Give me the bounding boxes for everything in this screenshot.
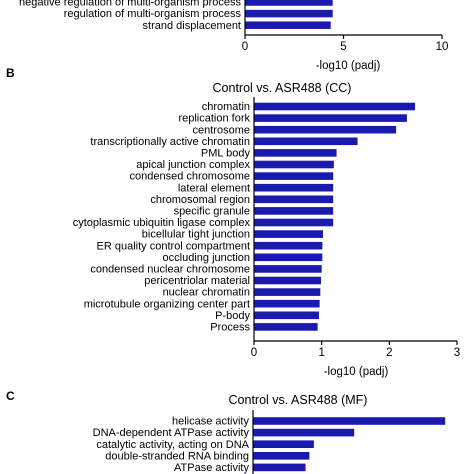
x-tick-label: 3 bbox=[454, 347, 460, 359]
bar bbox=[254, 299, 320, 308]
category-label: regulation of multi-organism process bbox=[64, 8, 242, 20]
category-label: nuclear chromatin bbox=[163, 287, 250, 299]
category-label: catalytic activity, acting on DNA bbox=[96, 439, 249, 451]
bar bbox=[254, 323, 318, 331]
category-label: bicellular tight junction bbox=[142, 229, 250, 241]
bar bbox=[254, 125, 397, 134]
bar bbox=[254, 183, 334, 192]
category-label: chromosomal region bbox=[150, 194, 250, 206]
panel-c: C Control vs. ASR488 (MF) helicase activ… bbox=[6, 389, 446, 474]
category-label: cytoplasmic ubiquitin ligase complex bbox=[73, 217, 251, 229]
bar bbox=[245, 21, 331, 29]
x-tick-label: 0 bbox=[242, 41, 248, 53]
bar bbox=[254, 253, 323, 262]
bar bbox=[254, 207, 334, 215]
panel-b: B Control vs. ASR488 (CC) chromatinrepli… bbox=[6, 66, 460, 378]
x-tick-label: 10 bbox=[436, 41, 449, 53]
bar bbox=[253, 428, 355, 437]
category-label: transcriptionally active chromatin bbox=[90, 136, 250, 148]
panel-a-category-labels: negative regulation of multi-organism pr… bbox=[19, 0, 241, 32]
bar bbox=[254, 311, 319, 320]
category-label: lateral element bbox=[178, 182, 250, 194]
panel-b-title: Control vs. ASR488 (CC) bbox=[213, 81, 352, 95]
category-label: Process bbox=[210, 322, 250, 334]
category-label: double-stranded RNA binding bbox=[105, 450, 249, 462]
bar bbox=[254, 288, 321, 296]
bar bbox=[254, 149, 337, 157]
bar bbox=[253, 463, 306, 472]
bar bbox=[254, 114, 407, 122]
bar bbox=[254, 160, 334, 169]
category-label: apical junction complex bbox=[136, 159, 250, 171]
bar bbox=[254, 218, 334, 227]
bar bbox=[253, 417, 446, 425]
category-label: condensed chromosome bbox=[130, 171, 250, 183]
panel-b-x-axis-label: -log10 (padj) bbox=[324, 366, 389, 378]
category-label: condensed nuclear chromosome bbox=[90, 264, 250, 276]
bar bbox=[254, 102, 416, 111]
category-label: P-body bbox=[215, 310, 250, 322]
panel-c-title: Control vs. ASR488 (MF) bbox=[229, 393, 368, 407]
bar bbox=[254, 137, 358, 146]
x-tick-label: 2 bbox=[386, 347, 392, 359]
category-label: strand displacement bbox=[143, 20, 241, 32]
category-label: ATPase activity bbox=[174, 462, 249, 474]
x-tick-label: 5 bbox=[340, 41, 346, 53]
bar bbox=[254, 172, 334, 180]
category-label: chromatin bbox=[202, 101, 250, 113]
panel-b-bars bbox=[254, 102, 416, 331]
category-label: pericentriolar material bbox=[144, 275, 250, 287]
x-tick-label: 0 bbox=[251, 347, 257, 359]
bar bbox=[254, 230, 324, 238]
panel-a-x-axis-label: -log10 (padj) bbox=[316, 60, 381, 72]
panel-b-letter: B bbox=[6, 66, 15, 80]
bar bbox=[254, 265, 322, 273]
panel-a-x-axis: 0 5 10 bbox=[242, 0, 449, 53]
bar bbox=[253, 452, 310, 460]
category-label: PML body bbox=[201, 148, 251, 160]
bar bbox=[245, 0, 333, 6]
category-label: centrosome bbox=[193, 124, 250, 136]
panel-c-letter: C bbox=[6, 389, 15, 403]
category-label: microtubule organizing center part bbox=[84, 298, 250, 310]
panel-b-x-axis: 0 1 2 3 bbox=[251, 97, 460, 359]
panel-a-bars bbox=[245, 0, 333, 29]
category-label: negative regulation of multi-organism pr… bbox=[19, 0, 241, 9]
category-label: DNA-dependent ATPase activity bbox=[93, 427, 250, 439]
bar bbox=[254, 276, 321, 285]
category-label: occluding junction bbox=[163, 252, 250, 264]
bar bbox=[245, 9, 333, 18]
category-label: specific granule bbox=[174, 206, 250, 218]
category-label: helicase activity bbox=[172, 416, 250, 428]
panel-a: negative regulation of multi-organism pr… bbox=[19, 0, 448, 72]
panel-c-bars bbox=[253, 417, 446, 472]
bar bbox=[253, 440, 314, 448]
category-label: replication fork bbox=[178, 113, 250, 125]
x-tick-label: 1 bbox=[318, 347, 324, 359]
bar bbox=[254, 241, 323, 250]
category-label: ER quality control compartment bbox=[97, 240, 250, 252]
bar bbox=[254, 195, 334, 204]
